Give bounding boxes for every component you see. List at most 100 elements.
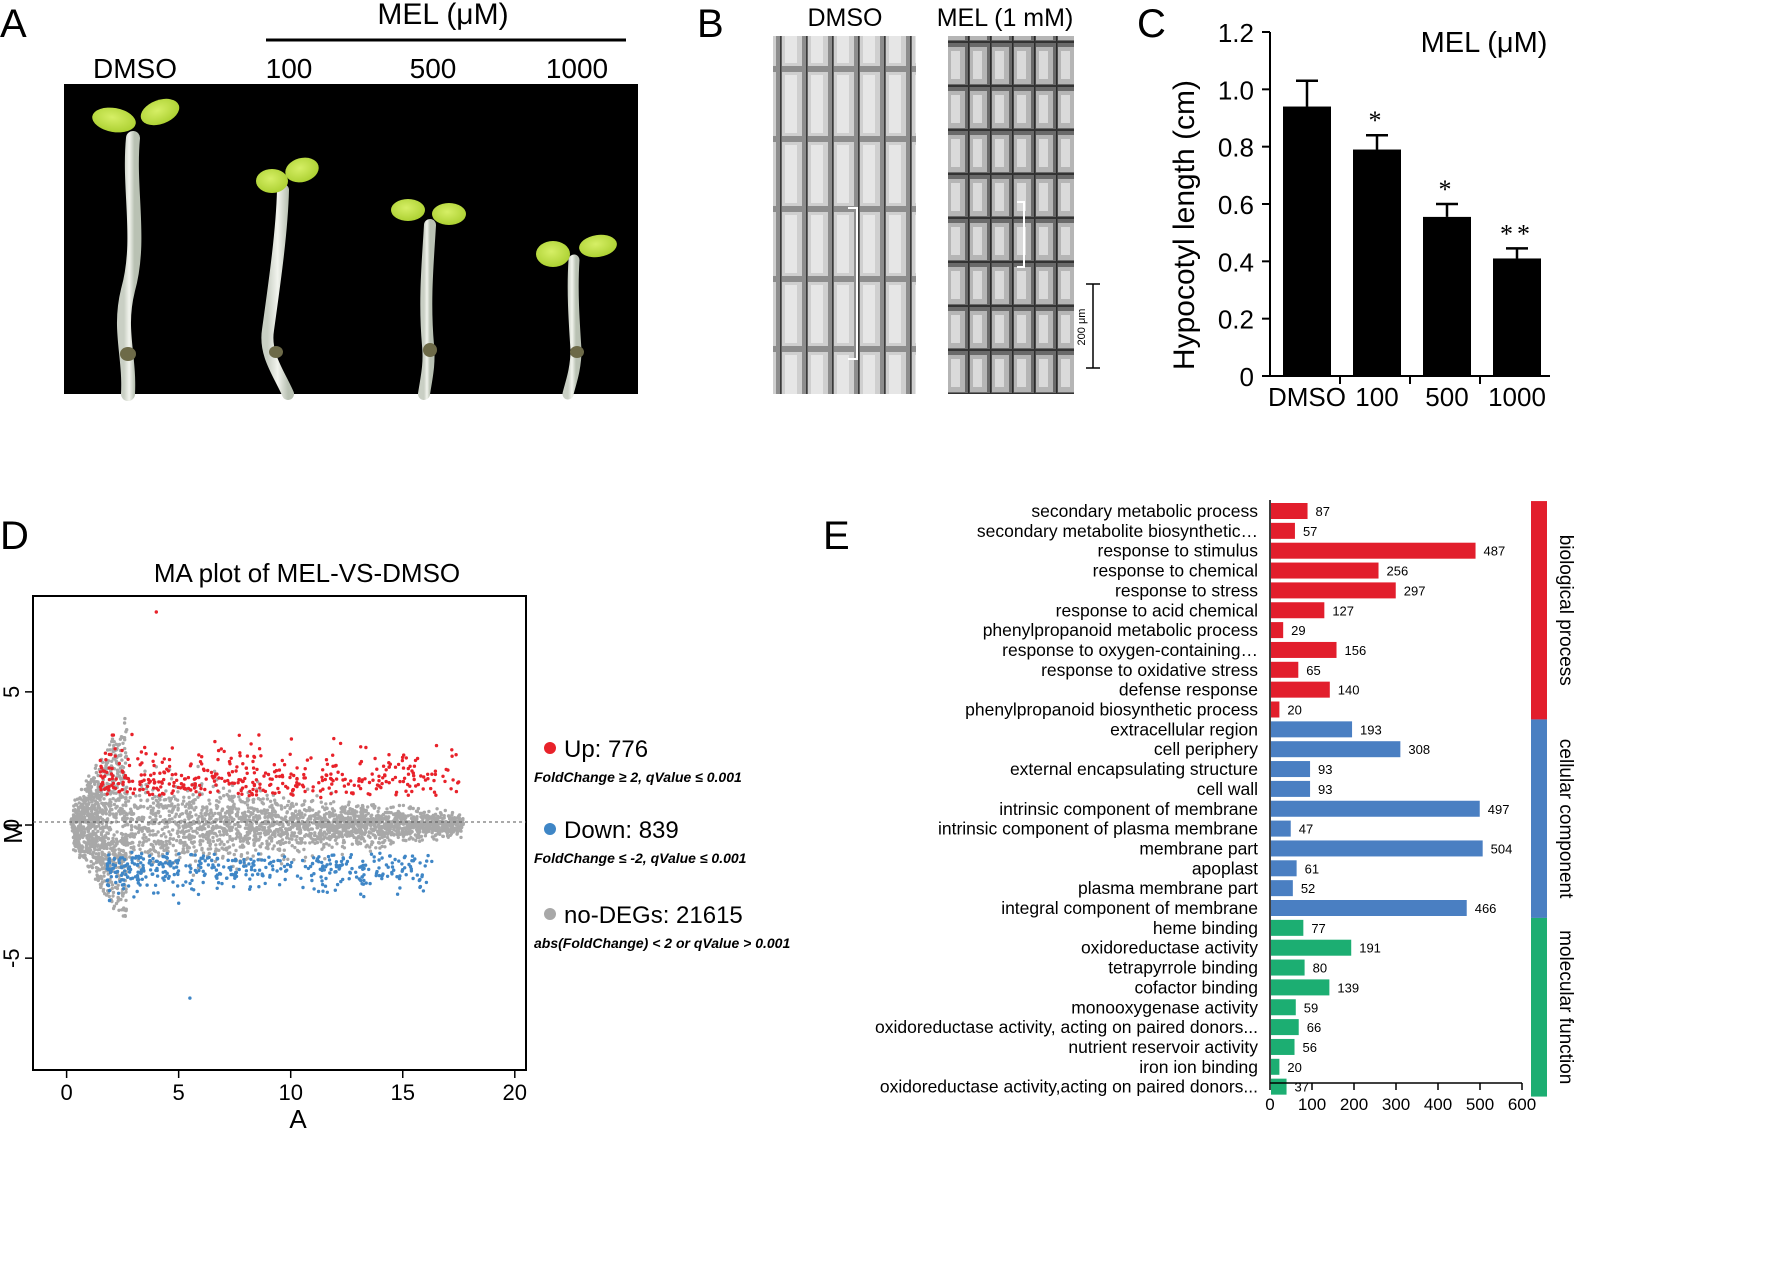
chart-d-point-up bbox=[402, 776, 407, 780]
chart-d-point-down bbox=[306, 866, 311, 871]
chart-d-point-nodeg bbox=[397, 827, 401, 831]
chart-d-point-up bbox=[280, 758, 284, 763]
chart-d-point-nodeg bbox=[278, 842, 283, 847]
chart-d-point-nodeg bbox=[108, 807, 113, 811]
chart-d-point-nodeg bbox=[86, 821, 91, 826]
chart-d-point-nodeg bbox=[373, 827, 377, 832]
chart-d-point-nodeg bbox=[227, 797, 232, 801]
chart-d-point-nodeg bbox=[252, 834, 256, 838]
chart-d-point-nodeg bbox=[418, 828, 422, 832]
chart-d-point-nodeg bbox=[129, 841, 133, 845]
chart-d-point-nodeg bbox=[235, 832, 239, 836]
chart-d-point-nodeg bbox=[337, 814, 341, 818]
chart-d-point-nodeg bbox=[313, 841, 317, 845]
chart-d-point-down bbox=[350, 866, 354, 871]
chart-d-point-up bbox=[381, 764, 386, 768]
chart-e-x-tick-label: 100 bbox=[1298, 1095, 1326, 1114]
chart-d-point-nodeg bbox=[115, 804, 119, 809]
chart-d-point-nodeg bbox=[243, 834, 247, 839]
chart-d-point-up bbox=[118, 789, 122, 793]
chart-d-point-nodeg bbox=[133, 832, 138, 836]
chart-d-point-nodeg bbox=[100, 839, 105, 843]
chart-d-point-nodeg bbox=[245, 851, 250, 855]
chart-e-x-tick-label: 500 bbox=[1466, 1095, 1494, 1114]
chart-d-point-up bbox=[394, 790, 399, 794]
chart-c-significance: * bbox=[1439, 175, 1456, 204]
chart-d-point-nodeg bbox=[245, 840, 249, 844]
chart-d-point-down bbox=[333, 888, 337, 892]
chart-e-category-label: response to oxygen-containing… bbox=[1002, 640, 1258, 660]
chart-d-point-nodeg bbox=[324, 822, 328, 826]
chart-d-point-nodeg bbox=[129, 807, 133, 811]
chart-d-point-up bbox=[143, 773, 147, 777]
chart-d-point-up bbox=[443, 779, 447, 784]
chart-d-point-nodeg bbox=[361, 817, 366, 821]
chart-d-point-down bbox=[335, 882, 340, 887]
chart-d-point-nodeg bbox=[90, 833, 94, 837]
chart-e-group-bar bbox=[1531, 501, 1547, 720]
chart-d-point-nodeg bbox=[316, 813, 320, 817]
chart-d-point-down bbox=[212, 852, 216, 856]
chart-d-point-nodeg bbox=[220, 840, 224, 844]
chart-e-category-label: response to oxidative stress bbox=[1041, 660, 1258, 680]
chart-d-point-up bbox=[250, 793, 255, 797]
chart-d-point-up bbox=[433, 769, 438, 773]
chart-d-point-nodeg bbox=[438, 815, 442, 820]
chart-d-point-nodeg bbox=[390, 822, 394, 826]
chart-d-x-label: A bbox=[289, 1104, 307, 1134]
chart-d-point-down bbox=[136, 875, 140, 880]
chart-d-point-nodeg bbox=[365, 819, 370, 823]
chart-d-point-up bbox=[295, 776, 299, 781]
legend-up-text: Up: 776 bbox=[564, 736, 648, 763]
chart-d-point-nodeg bbox=[207, 798, 211, 802]
chart-d-point-nodeg bbox=[182, 844, 186, 848]
chart-d-point-nodeg bbox=[265, 793, 269, 797]
chart-d-point-up bbox=[364, 745, 368, 750]
chart-d-point-down bbox=[139, 855, 143, 860]
chart-e-x-tick-label: 300 bbox=[1382, 1095, 1410, 1114]
chart-d-point-nodeg bbox=[238, 798, 242, 802]
chart-d-point-nodeg bbox=[307, 823, 311, 827]
chart-d-point-down bbox=[303, 864, 308, 869]
chart-d-point-nodeg bbox=[356, 804, 360, 808]
panel-a-label-dmso: DMSO bbox=[93, 53, 177, 84]
chart-d-point-nodeg bbox=[391, 805, 395, 809]
chart-d-point-down bbox=[430, 859, 434, 864]
chart-e-group-bar bbox=[1531, 917, 1547, 1097]
chart-d-point-nodeg bbox=[290, 844, 294, 848]
chart-d-point-down bbox=[234, 874, 239, 879]
chart-e-category-label: oxidoreductase activity bbox=[1081, 938, 1258, 958]
chart-d-point-nodeg bbox=[412, 815, 416, 819]
chart-d-point-nodeg bbox=[290, 837, 294, 841]
chart-d-point-up bbox=[334, 790, 338, 794]
chart-d-point-up bbox=[107, 766, 111, 770]
chart-d-point-nodeg bbox=[87, 784, 92, 788]
chart-d-point-nodeg bbox=[446, 814, 451, 818]
chart-d-point-nodeg bbox=[147, 849, 152, 853]
chart-d-point-down bbox=[260, 858, 264, 862]
chart-d-point-up bbox=[387, 753, 391, 757]
chart-d-point-up bbox=[251, 787, 255, 792]
chart-d-point-nodeg bbox=[324, 802, 328, 806]
chart-d-point-up bbox=[432, 778, 436, 783]
chart-d-point-nodeg bbox=[339, 834, 343, 838]
chart-d-point-up bbox=[277, 790, 281, 795]
chart-d-point-down bbox=[249, 857, 253, 861]
chart-d-point-up bbox=[157, 780, 161, 784]
chart-d-point-down bbox=[400, 869, 404, 873]
chart-d-point-down bbox=[141, 868, 145, 873]
chart-d-point-up bbox=[152, 786, 156, 790]
chart-d-point-nodeg bbox=[90, 812, 94, 816]
chart-d-point-nodeg bbox=[206, 847, 210, 851]
chart-d-point-up bbox=[262, 774, 266, 778]
chart-d-point-nodeg bbox=[69, 818, 73, 822]
chart-d-point-nodeg bbox=[411, 806, 415, 811]
chart-d-point-down bbox=[367, 867, 371, 872]
chart-d-point-nodeg bbox=[124, 803, 128, 808]
chart-d-point-nodeg bbox=[359, 820, 364, 825]
chart-d-point-up bbox=[102, 769, 107, 773]
chart-d-point-nodeg bbox=[313, 838, 318, 842]
chart-d-point-up bbox=[209, 770, 214, 775]
chart-e-bar bbox=[1271, 721, 1353, 738]
chart-d-point-up bbox=[125, 776, 129, 780]
